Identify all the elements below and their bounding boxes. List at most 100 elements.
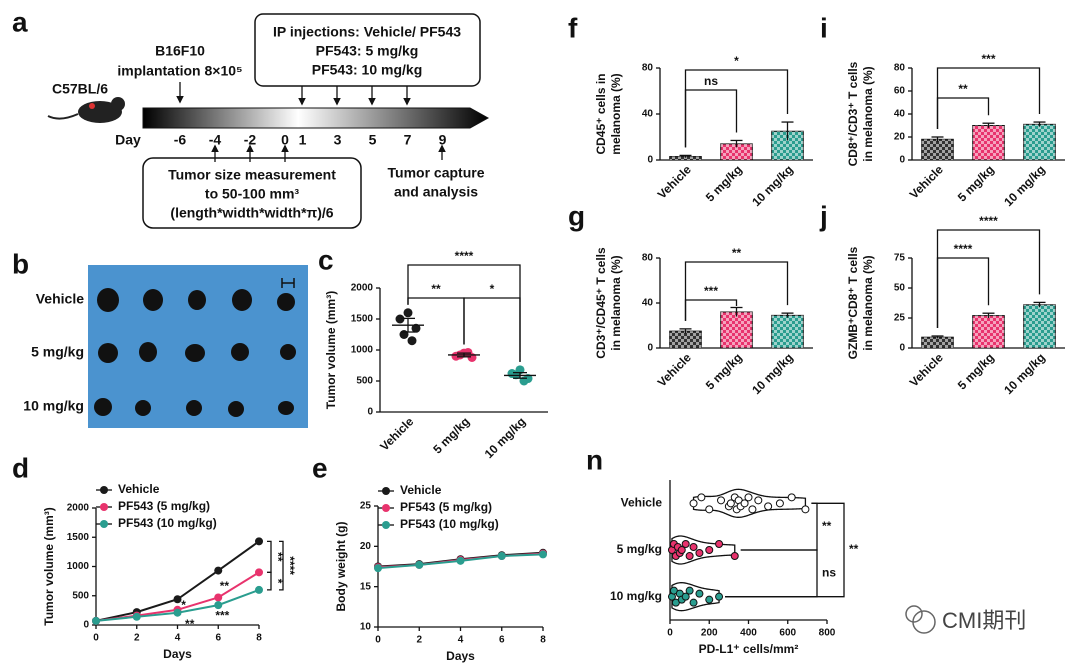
- point: [787, 493, 796, 502]
- legend-marker: [382, 504, 390, 512]
- x-axis-label: Days: [163, 647, 192, 661]
- row-label: Vehicle: [36, 291, 84, 307]
- y-tick-label: 500: [72, 590, 89, 601]
- point: [456, 556, 465, 565]
- bar-pattern: [1023, 124, 1056, 160]
- injection-text: PF543: 5 mg/kg: [316, 43, 419, 59]
- y-tick-label: 20: [360, 541, 372, 552]
- x-axis-label: PD-L1⁺ cells/mm²: [699, 642, 799, 656]
- point: [689, 543, 698, 551]
- bracket: [725, 502, 845, 598]
- injection-text: IP injections: Vehicle/ PF543: [273, 24, 461, 40]
- x-tick-label: 400: [740, 628, 757, 639]
- bracket: [725, 549, 818, 598]
- y-tick-label: 50: [894, 283, 906, 294]
- bracket-label: *: [490, 282, 495, 296]
- y-tick-label: 80: [642, 63, 654, 74]
- row-label: 10 mg/kg: [23, 398, 84, 414]
- point: [497, 552, 506, 561]
- y-tick-label: 0: [899, 343, 905, 354]
- bar-pattern: [972, 125, 1005, 160]
- bracket: [279, 540, 284, 591]
- injection-text: PF543: 10 mg/kg: [312, 62, 423, 78]
- panel-label: g: [568, 200, 585, 231]
- implant-text: B16F10: [155, 43, 205, 59]
- x-tick-label: 0: [375, 635, 381, 646]
- panel-label: j: [819, 200, 828, 231]
- injection-box: [254, 13, 481, 87]
- y-axis-label: in melanoma (%): [861, 66, 875, 161]
- point: [132, 612, 141, 621]
- point: [214, 593, 223, 602]
- bracket: [936, 67, 1041, 129]
- bracket: [267, 540, 272, 573]
- point: [754, 496, 763, 505]
- point: [173, 608, 182, 617]
- x-tick-label: Vehicle: [655, 162, 694, 201]
- point: [740, 499, 749, 508]
- bracket: [684, 69, 789, 148]
- annotation: *: [181, 598, 186, 612]
- bracket-label: *: [271, 579, 285, 584]
- tumors: [94, 288, 296, 417]
- y-tick-label: 15: [360, 581, 372, 592]
- bar-pattern: [720, 143, 753, 160]
- row-label: 5 mg/kg: [31, 344, 84, 360]
- point: [744, 493, 753, 502]
- day-tick: -4: [209, 132, 222, 148]
- measurement-text: to 50-100 mm³: [205, 186, 299, 202]
- bracket: [684, 261, 789, 321]
- x-tick-label: 5 mg/kg: [955, 162, 997, 204]
- y-tick-label: 0: [367, 407, 373, 418]
- bracket: [936, 229, 1041, 328]
- point: [689, 499, 698, 508]
- y-tick-label: 0: [83, 620, 89, 631]
- point: [399, 330, 409, 339]
- timeline-panel: a C57BL/6 B16F10 implantation 8×10⁵ IP i…: [12, 6, 490, 229]
- bracket-label: **: [271, 552, 285, 562]
- legend-label: PF543 (5 mg/kg): [118, 499, 210, 513]
- bar-pattern: [720, 312, 753, 348]
- x-tick-label: 5 mg/kg: [703, 350, 745, 392]
- point: [705, 595, 714, 604]
- y-axis-label: CD8⁺/CD3⁺ T cells: [846, 61, 860, 166]
- day-tick: -6: [174, 132, 187, 148]
- bracket: [407, 297, 465, 345]
- y-tick-label: 40: [894, 109, 906, 120]
- x-tick-label: 5 mg/kg: [955, 350, 997, 392]
- y-tick-label: 10: [360, 622, 372, 633]
- y-tick-label: Vehicle: [621, 496, 663, 510]
- legend-marker: [382, 487, 390, 495]
- point: [717, 496, 726, 505]
- y-tick-label: 5 mg/kg: [617, 542, 662, 556]
- measurement-box: [142, 157, 362, 229]
- y-tick-label: 40: [642, 109, 654, 120]
- x-tick-label: Vehicle: [377, 414, 416, 453]
- x-tick-label: 5 mg/kg: [430, 414, 472, 456]
- y-tick-label: 2000: [351, 283, 374, 294]
- panel-label: f: [568, 12, 578, 43]
- point: [255, 568, 263, 577]
- point: [695, 589, 704, 598]
- x-tick-label: 4: [458, 635, 464, 646]
- bracket: [407, 264, 521, 362]
- day-tick: 1: [299, 132, 307, 148]
- x-tick-label: Vehicle: [907, 350, 946, 389]
- scale-bar: [281, 278, 295, 288]
- bar-pattern: [669, 331, 702, 348]
- panel-label: a: [12, 6, 28, 37]
- strain: C57BL/6: [52, 81, 108, 97]
- watermark: CMI期刊: [905, 605, 1026, 634]
- legend-marker: [100, 520, 108, 528]
- photo-panel: b Vehicle 5 mg/kg 10 mg/kg: [12, 248, 308, 428]
- y-tick-label: 80: [894, 63, 906, 74]
- panel-label: i: [820, 12, 828, 43]
- point: [255, 585, 263, 594]
- y-axis-label: CD3⁺/CD45⁺ T cells: [594, 247, 608, 359]
- point: [677, 546, 686, 554]
- x-tick-label: 10 mg/kg: [749, 162, 796, 209]
- bar-pattern: [921, 337, 954, 348]
- point: [764, 502, 773, 511]
- y-tick-label: 1000: [67, 561, 90, 572]
